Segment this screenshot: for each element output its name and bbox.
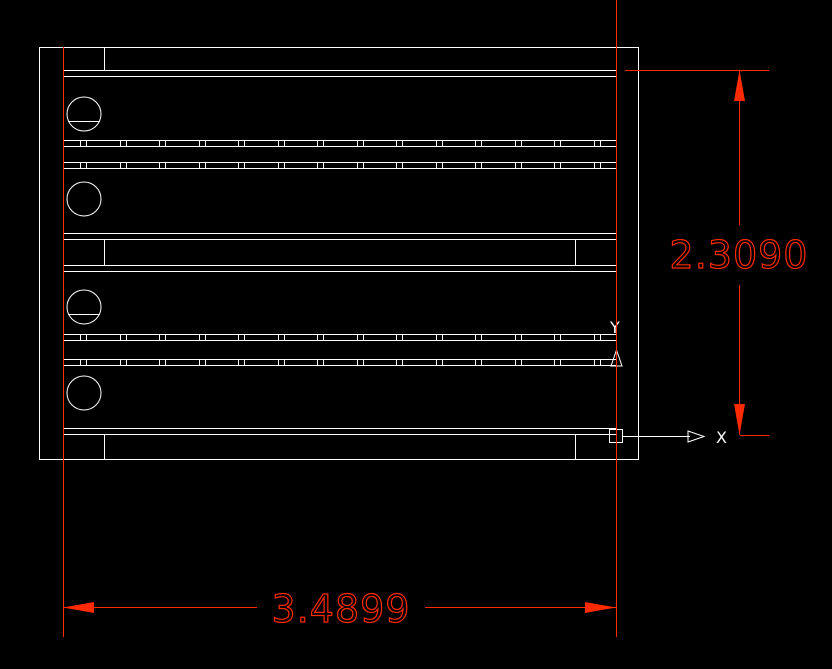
ucs-y-label: Y (609, 318, 620, 337)
rail-ticks-upper (80, 140, 601, 168)
hole-4 (66, 375, 102, 411)
ucs-x-label: X (716, 428, 727, 447)
arrowhead-right (585, 602, 616, 613)
hole-2 (66, 181, 102, 217)
outer-frame (39, 47, 639, 460)
hole-3 (66, 289, 102, 325)
ucs-icon: Y X (609, 318, 727, 447)
hole-1 (66, 96, 102, 132)
holes (66, 96, 102, 411)
arrowhead-top (734, 70, 745, 101)
dimension-text-vertical[interactable]: 2.3090 (669, 232, 809, 277)
dimension-lines (63, 0, 769, 637)
arrowhead-bottom (734, 404, 745, 435)
dimension-text-horizontal[interactable]: 3.4899 (271, 586, 411, 631)
part-geometry (39, 47, 639, 460)
arrowhead-left (63, 602, 94, 613)
rail-ticks-lower (80, 334, 601, 365)
ucs-x-arrow (687, 430, 706, 443)
dimension-arrowheads (63, 70, 745, 613)
